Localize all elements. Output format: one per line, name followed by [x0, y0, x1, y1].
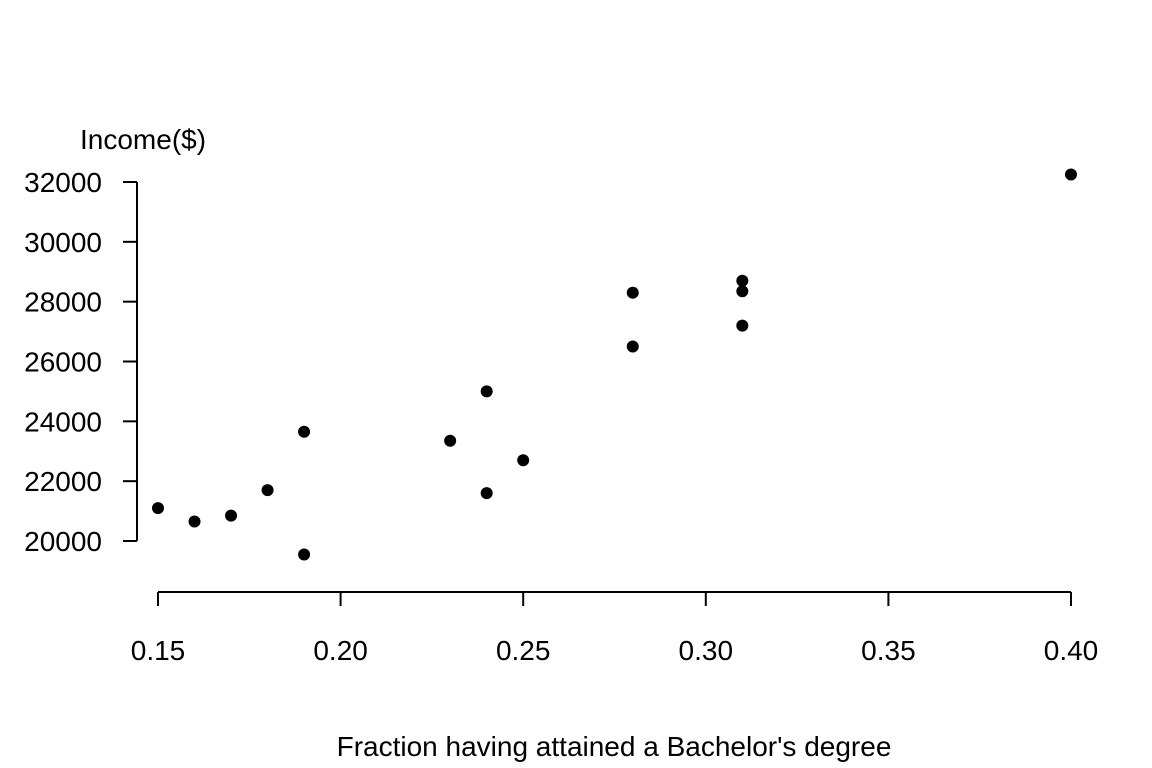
data-point	[1065, 168, 1077, 181]
y-tick-label: 26000	[24, 347, 102, 378]
x-tick-label: 0.20	[313, 635, 368, 666]
x-tick-label: 0.30	[679, 635, 734, 666]
data-point	[444, 434, 457, 447]
data-point	[298, 548, 311, 561]
x-tick-label: 0.15	[131, 635, 186, 666]
data-point	[626, 286, 639, 299]
y-axis-title: Income($)	[80, 124, 206, 155]
data-points	[152, 168, 1077, 561]
x-tick-label: 0.25	[496, 635, 551, 666]
data-point	[261, 484, 274, 497]
x-tick-label: 0.40	[1044, 635, 1099, 666]
data-point	[736, 285, 749, 298]
data-point	[517, 454, 530, 467]
data-point	[188, 515, 201, 528]
data-point	[152, 502, 164, 515]
x-axis-title: Fraction having attained a Bachelor's de…	[337, 731, 892, 762]
y-tick-label: 20000	[24, 526, 102, 557]
y-tick-label: 28000	[24, 287, 102, 318]
data-point	[298, 425, 311, 438]
y-tick-label: 32000	[24, 167, 102, 198]
x-axis: 0.15 0.20 0.25 0.30 0.35 0.40	[131, 591, 1099, 666]
data-point	[225, 509, 238, 522]
data-point	[736, 274, 749, 287]
data-point	[480, 385, 493, 398]
data-point	[626, 340, 639, 353]
data-point	[480, 487, 493, 500]
y-tick-label: 22000	[24, 466, 102, 497]
y-axis: 20000 22000 24000 26000 28000 30000 32000	[24, 167, 138, 557]
y-tick-label: 24000	[24, 406, 102, 437]
x-tick-label: 0.35	[861, 635, 916, 666]
y-tick-label: 30000	[24, 227, 102, 258]
data-point	[736, 319, 749, 332]
